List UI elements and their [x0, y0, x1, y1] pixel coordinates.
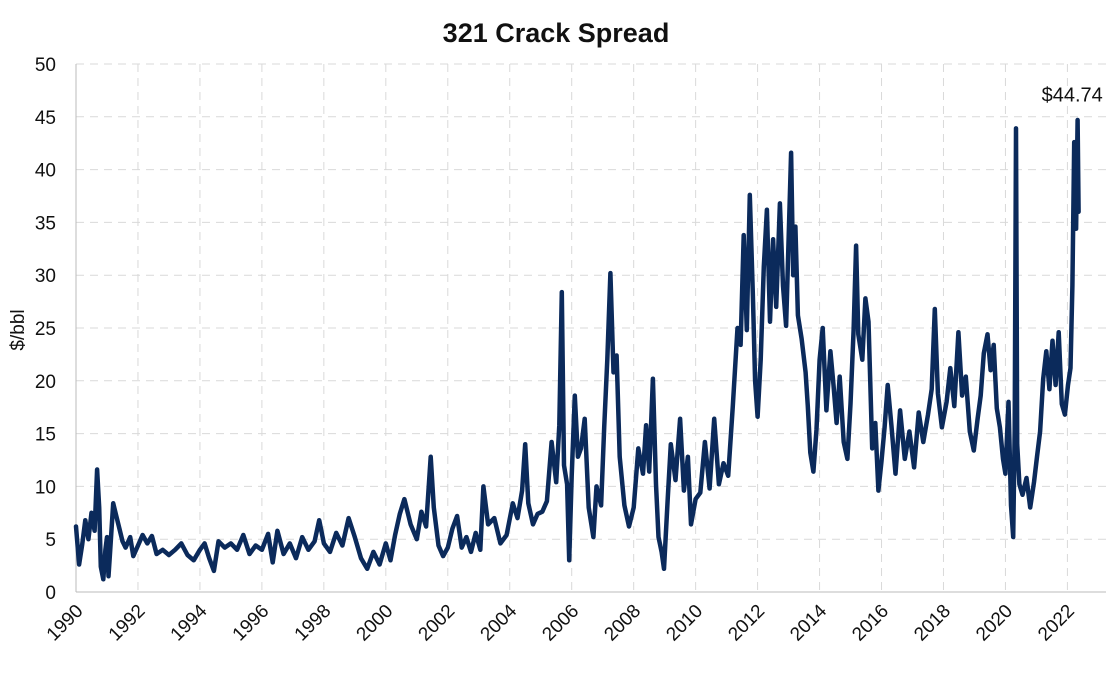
y-tick-label: 35	[35, 213, 56, 234]
x-tick-label: 1994	[167, 600, 212, 645]
y-axis-label: $/bbl	[8, 309, 29, 350]
x-tick-label: 2020	[972, 601, 1017, 646]
series-line	[73, 117, 1081, 582]
x-tick-label: 2016	[848, 601, 893, 646]
peak-value-label: $44.74	[1042, 85, 1103, 107]
y-tick-label: 20	[35, 372, 56, 393]
x-tick-label: 2000	[353, 601, 398, 646]
y-tick-labels: 0 5 10 15 20 25 30 35 40 45 50	[35, 55, 56, 604]
x-tick-label: 2004	[477, 600, 522, 645]
chart-title: 321 Crack Spread	[443, 18, 670, 48]
axes	[75, 64, 1106, 593]
x-tick-label: 2012	[724, 601, 769, 646]
y-tick-label: 25	[35, 319, 56, 340]
annotations: $44.74	[1042, 85, 1103, 107]
x-tick-label: 2010	[662, 601, 707, 646]
x-tick-label: 2014	[786, 600, 831, 645]
x-tick-label: 1998	[291, 601, 336, 646]
x-tick-label: 2008	[600, 601, 645, 646]
y-tick-label: 15	[35, 425, 56, 446]
y-tick-label: 45	[35, 108, 56, 129]
x-tick-label: 1996	[229, 601, 274, 646]
y-tick-label: 0	[45, 583, 56, 604]
y-tick-label: 40	[35, 161, 56, 182]
x-tick-label: 2018	[910, 601, 955, 646]
x-tick-labels: 1990 1992 1994 1996 1998 2000 2002 2004 2006 2008…	[43, 600, 1079, 645]
y-tick-label: 10	[35, 477, 56, 498]
y-tick-label: 30	[35, 266, 56, 287]
y-tick-label: 50	[35, 55, 56, 76]
y-tick-label: 5	[45, 530, 56, 551]
series-group	[73, 117, 1081, 582]
x-tick-label: 1990	[43, 601, 88, 646]
x-tick-label: 1992	[105, 601, 150, 646]
x-tick-label: 2006	[538, 601, 583, 646]
x-tick-label: 2022	[1034, 601, 1079, 646]
x-tick-label: 2002	[415, 601, 460, 646]
